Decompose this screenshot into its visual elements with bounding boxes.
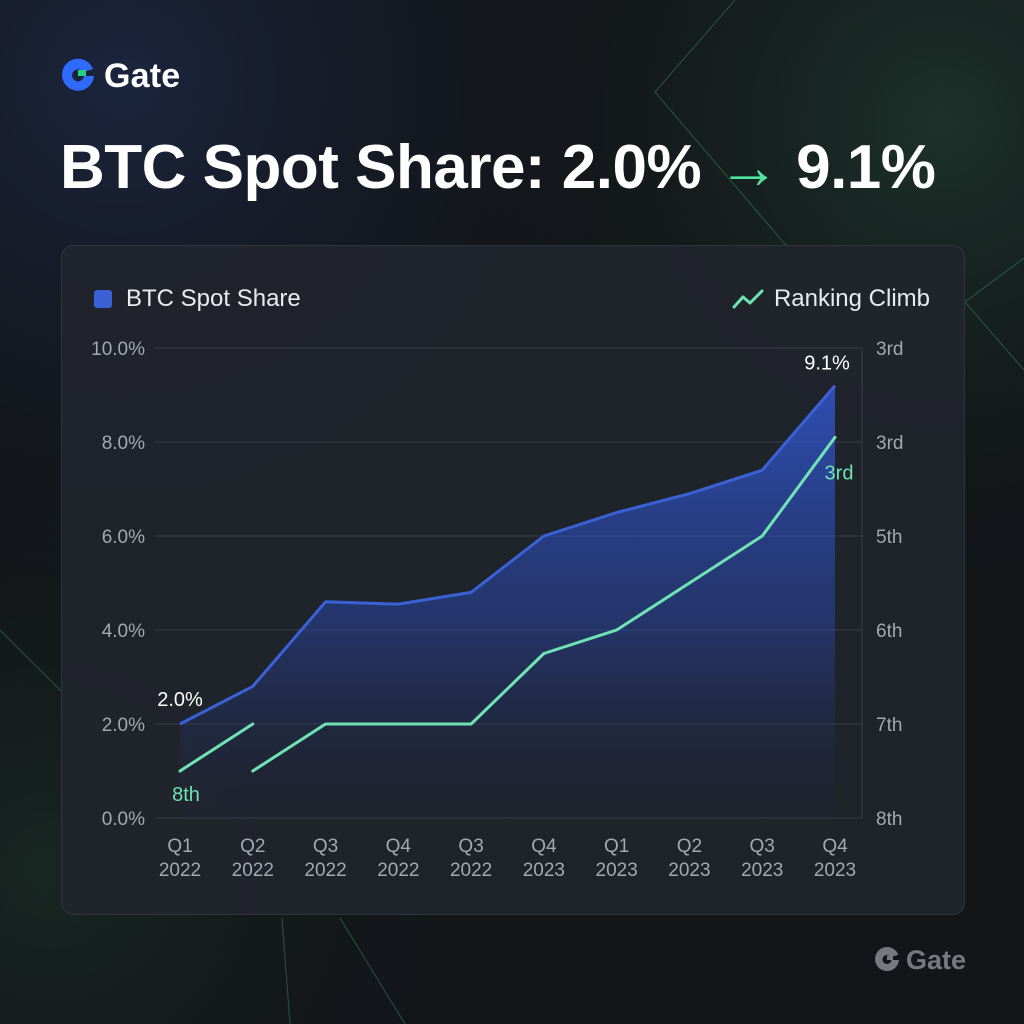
legend-rank-label: Ranking Climb: [773, 285, 930, 312]
y-tick-label-right: 3rd: [876, 339, 903, 360]
x-tick-label: Q1 2023: [596, 836, 638, 881]
watermark-name: Gate: [905, 944, 966, 975]
watermark-logo: Gate: [872, 944, 966, 976]
x-tick-label: Q4 2023: [523, 836, 565, 881]
y-tick-label-left: 8.0%: [102, 433, 145, 454]
data-label: 9.1%: [804, 353, 850, 375]
x-tick-label: Q3 2023: [741, 836, 783, 881]
headline-prefix: BTC Spot Share: 2.0%: [60, 133, 702, 202]
y-tick-label-right: 8th: [876, 809, 902, 830]
x-tick-label: Q1 2022: [159, 836, 201, 881]
data-label: 2.0%: [157, 689, 203, 711]
share-area: [180, 385, 835, 818]
x-tick-label: Q4 2023: [814, 836, 856, 881]
data-label: 3rd: [825, 462, 854, 484]
x-tick-label: Q3 2022: [450, 836, 492, 881]
legend-share-swatch: [94, 290, 112, 308]
x-tick-label: Q2 2022: [232, 836, 274, 881]
brand-logo: Gate: [58, 54, 180, 98]
gate-logo-icon: [62, 58, 94, 91]
brand-name: Gate: [104, 56, 181, 95]
share-line: [179, 384, 837, 726]
headline-suffix: 9.1%: [796, 133, 936, 202]
data-label: 8th: [172, 784, 200, 806]
legend-rank: Ranking Climb: [732, 284, 930, 314]
legend-share: BTC Spot Share: [94, 284, 301, 314]
gate-watermark-icon: [875, 947, 899, 972]
y-tick-label-right: 6th: [876, 621, 902, 642]
headline: BTC Spot Share: 2.0% → 9.1%: [60, 128, 980, 208]
rank-line-segment: [178, 722, 255, 773]
y-tick-label-left: 0.0%: [102, 809, 145, 830]
y-tick-label-right: 3rd: [876, 433, 903, 454]
y-tick-label-left: 10.0%: [91, 339, 145, 360]
x-tick-label: Q3 2022: [304, 836, 346, 881]
headline-arrow: →: [717, 133, 780, 202]
x-tick-label: Q4 2022: [377, 836, 419, 881]
y-tick-label-right: 5th: [876, 527, 902, 548]
y-tick-label-left: 6.0%: [102, 527, 145, 548]
rank-line-segment: [251, 435, 837, 773]
x-tick-label: Q2 2023: [668, 836, 710, 881]
y-tick-label-left: 2.0%: [102, 715, 145, 736]
legend-share-label: BTC Spot Share: [126, 285, 301, 312]
y-tick-label-left: 4.0%: [102, 621, 145, 642]
trend-line-icon: [732, 289, 764, 309]
y-tick-label-right: 7th: [876, 715, 902, 736]
